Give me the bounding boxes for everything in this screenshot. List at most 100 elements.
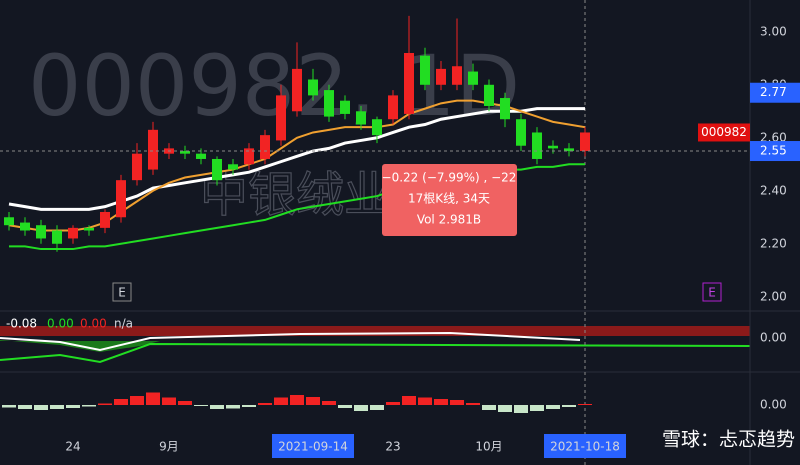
candle-body (564, 148, 574, 152)
candle-body (452, 66, 462, 85)
histogram-bar (258, 403, 272, 405)
candle-body (324, 90, 334, 117)
candle-body (116, 180, 126, 218)
histogram-bar (162, 397, 176, 405)
candle-body (180, 151, 190, 154)
candle-body (4, 217, 14, 226)
histogram-bar (530, 405, 544, 411)
histogram-bar (402, 396, 416, 405)
candle-body (388, 95, 398, 120)
histogram-bar (498, 405, 512, 412)
histogram-bar (434, 399, 448, 405)
price-label-box (750, 82, 800, 103)
x-tick-label: 10月 (475, 440, 502, 454)
histogram-bar (370, 405, 384, 410)
price-label-box (750, 141, 800, 162)
candle-body (244, 148, 254, 165)
y-tick-label: 0.00 (760, 331, 787, 345)
candle-body (292, 68, 302, 112)
candle-body (484, 84, 494, 106)
symbol-tag-box (698, 123, 750, 142)
candle-body (308, 79, 318, 96)
histogram-bar (18, 405, 32, 409)
watermark-symbol: 000982, 1D (28, 37, 520, 135)
legend-value: n/a (114, 317, 133, 331)
histogram-bar (146, 392, 160, 405)
candle-body (420, 55, 430, 85)
x-tick-label: 23 (385, 440, 400, 454)
candle-body (36, 225, 46, 239)
tooltip-line: 17根K线, 34天 (408, 192, 490, 206)
histogram-bar (290, 395, 304, 405)
candle-body (276, 95, 286, 141)
price-label: 2.55 (760, 144, 787, 158)
histogram-bar (578, 404, 592, 405)
candle-body (516, 119, 526, 146)
x-tick-label: 9月 (159, 440, 179, 454)
histogram-bar (130, 396, 144, 405)
histogram-bar (338, 405, 352, 408)
tooltip-line: −0.22 (−7.99%) , −22 (382, 171, 517, 185)
candle-body (532, 132, 542, 159)
histogram-bar (386, 402, 400, 405)
candle-body (228, 164, 238, 170)
histogram-bar (242, 405, 256, 407)
legend-value: 0.00 (47, 317, 74, 331)
x-tick-label: 2021-10-18 (550, 440, 620, 454)
tooltip-box (382, 164, 517, 236)
histogram-bar (546, 405, 560, 409)
footer-watermark: 雪球：忐忑趋势 (662, 429, 795, 451)
y-tick-label: 2.60 (760, 130, 787, 144)
band (0, 326, 750, 336)
tooltip: −0.22 (−7.99%) , −22 17根K线, 34天 Vol 2.98… (382, 164, 517, 236)
y-tick-label: 3.00 (760, 24, 787, 38)
price-label: 2.77 (760, 85, 787, 99)
histogram-bar (450, 400, 464, 405)
line (0, 342, 751, 364)
event-box[interactable] (112, 282, 132, 302)
histogram-bar (210, 405, 224, 409)
candle-body (100, 211, 110, 228)
candle-body (372, 119, 382, 136)
y-tick-label: 2.20 (760, 236, 787, 250)
histogram-bar (34, 405, 48, 410)
candle-body (436, 68, 446, 85)
y-tick-label: 2.40 (760, 183, 787, 197)
candle-body (404, 52, 414, 114)
crosshair-label-box (544, 434, 626, 458)
candle-body (132, 153, 142, 181)
event-marker[interactable]: E (118, 286, 126, 300)
histogram-bar (482, 405, 496, 410)
x-tick-label: 24 (65, 440, 80, 454)
histogram-bar (194, 405, 208, 406)
x-tick-label: 2021-09-14 (278, 440, 348, 454)
histogram-bar (354, 405, 368, 411)
crosshair-label-box (272, 434, 354, 458)
histogram-bar (2, 405, 16, 408)
line (0, 331, 581, 352)
candle-body (340, 100, 350, 114)
histogram-bar (274, 397, 288, 405)
legend-value: -0.08 (6, 317, 37, 331)
histogram-bar (98, 403, 112, 405)
histogram-bar (562, 405, 576, 407)
histogram-bar (82, 405, 96, 407)
candle-body (196, 153, 206, 159)
candle-body (52, 230, 62, 244)
candle-body (260, 135, 270, 159)
histogram-bar (418, 397, 432, 405)
histogram-bar (50, 405, 64, 409)
histogram-bar (306, 397, 320, 405)
histogram-bar (322, 401, 336, 405)
event-marker[interactable]: E (708, 286, 716, 300)
tooltip-line: Vol 2.981B (417, 213, 481, 227)
candle-body (84, 227, 94, 231)
histogram-bar (114, 399, 128, 405)
histogram-bar (178, 401, 192, 405)
event-box[interactable] (702, 282, 722, 302)
candle-body (500, 98, 510, 120)
symbol-tag: 000982 (701, 125, 747, 139)
histogram-bar (466, 403, 480, 405)
candle-body (148, 129, 158, 170)
